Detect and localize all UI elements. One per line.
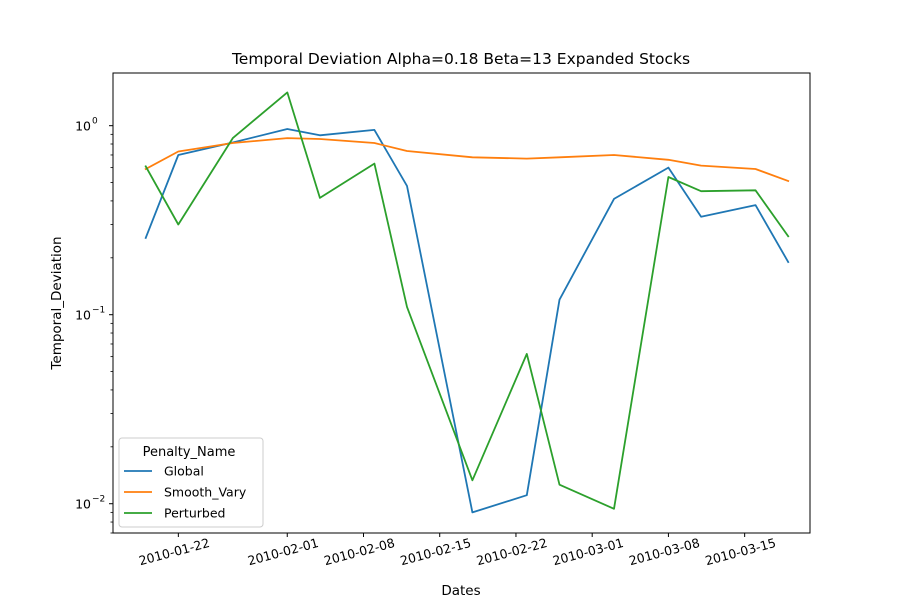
series-lines [144, 91, 790, 514]
y-axis-label: Temporal_Deviation [49, 236, 65, 370]
legend-label: Perturbed [164, 506, 225, 521]
legend-label: Global [164, 464, 204, 479]
series-line-global [144, 128, 790, 514]
series-line-perturbed [144, 91, 790, 510]
y-tick-label: 10 [75, 119, 91, 134]
y-tick-label: 10 [75, 497, 91, 512]
chart-title: Temporal Deviation Alpha=0.18 Beta=13 Ex… [231, 50, 690, 68]
x-axis-label: Dates [441, 583, 480, 599]
y-tick-exponent: −2 [92, 495, 105, 505]
y-tick-exponent: 0 [92, 117, 98, 127]
y-tick-exponent: −1 [92, 306, 105, 316]
legend-label: Smooth_Vary [164, 485, 247, 500]
plot-area [112, 72, 811, 534]
series-line-smooth-vary [144, 137, 790, 183]
y-tick-label: 10 [75, 308, 91, 323]
legend-box [118, 437, 264, 528]
legend-title: Penalty_Name [143, 445, 236, 460]
legend: Penalty_Name Global Smooth_Vary Perturbed [118, 437, 264, 528]
legend-entries: Global Smooth_Vary Perturbed [124, 464, 247, 521]
